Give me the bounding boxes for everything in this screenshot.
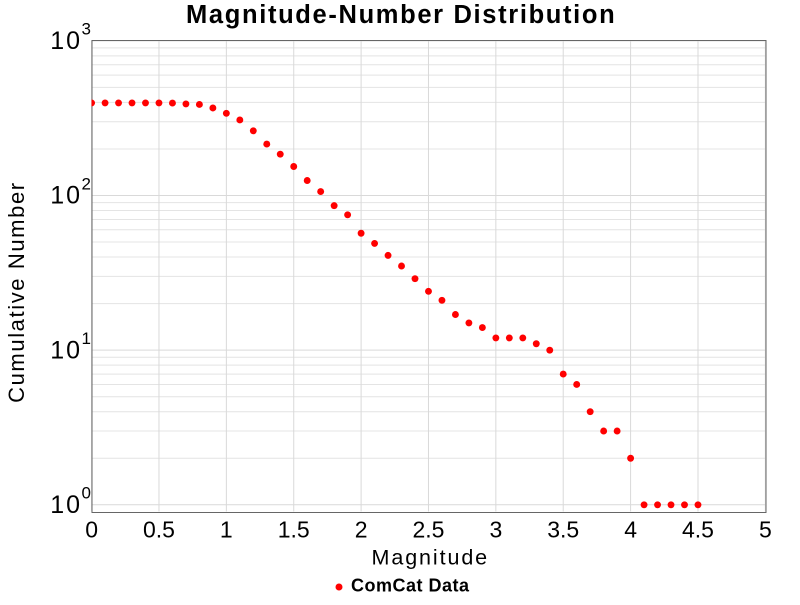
svg-text:Magnitude-Number Distribution: Magnitude-Number Distribution [186, 1, 616, 29]
svg-text:2: 2 [355, 517, 368, 543]
svg-text:0: 0 [82, 484, 91, 503]
svg-text:Magnitude: Magnitude [372, 546, 490, 570]
svg-text:1: 1 [82, 329, 91, 348]
svg-text:2.5: 2.5 [413, 517, 445, 543]
svg-text:0: 0 [85, 517, 98, 543]
svg-text:10: 10 [50, 336, 82, 364]
svg-text:4: 4 [624, 517, 637, 543]
svg-text:10: 10 [50, 491, 82, 519]
svg-text:Cumulative Number: Cumulative Number [4, 181, 29, 403]
svg-text:10: 10 [50, 27, 82, 55]
svg-text:1: 1 [220, 517, 233, 543]
svg-text:0.5: 0.5 [143, 517, 175, 543]
svg-text:ComCat Data: ComCat Data [351, 576, 470, 596]
svg-text:2: 2 [82, 174, 91, 193]
svg-text:3.5: 3.5 [547, 517, 579, 543]
svg-text:3: 3 [490, 517, 503, 543]
svg-text:5: 5 [759, 517, 772, 543]
svg-text:3: 3 [82, 20, 91, 39]
svg-text:1.5: 1.5 [278, 517, 310, 543]
svg-text:10: 10 [50, 182, 82, 210]
svg-text:4.5: 4.5 [682, 517, 714, 543]
